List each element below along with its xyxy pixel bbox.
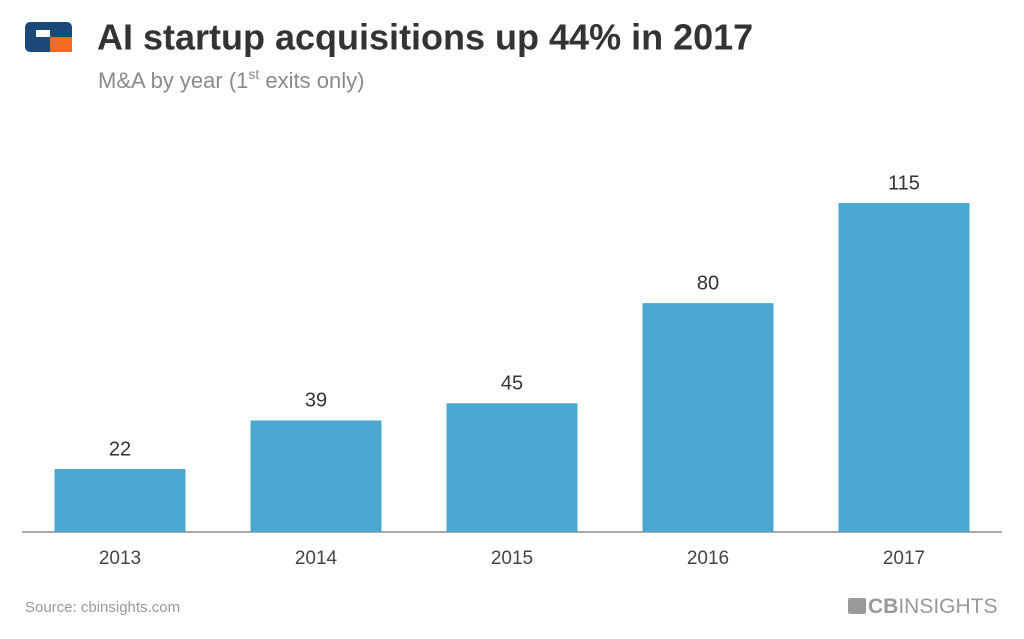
x-tick-label: 2016 xyxy=(687,548,729,569)
bar xyxy=(838,203,970,532)
x-tick-label: 2015 xyxy=(491,548,533,569)
value-label: 39 xyxy=(305,390,327,412)
brand-part: INSIGHTS xyxy=(898,595,997,618)
value-label: 22 xyxy=(109,438,131,460)
bar xyxy=(54,469,186,532)
brand: CBINSIGHTS xyxy=(868,595,998,618)
x-tick-label: 2014 xyxy=(295,548,338,569)
value-label: 80 xyxy=(697,272,719,294)
brand-part: CB xyxy=(868,595,898,618)
value-label: 115 xyxy=(888,172,920,194)
x-tick-label: 2017 xyxy=(883,548,925,569)
bar xyxy=(446,403,578,532)
source: Source: cbinsights.com xyxy=(25,599,180,616)
chart-title: AI startup acquisitions up 44% in 2017 xyxy=(97,17,753,58)
chart-subtitle: M&A by year (1st exits only) xyxy=(98,66,364,93)
value-label: 45 xyxy=(501,373,523,395)
subtitle-part: st xyxy=(248,66,259,82)
bar xyxy=(642,303,774,532)
x-tick-label: 2013 xyxy=(99,548,141,569)
brand-logo: CBINSIGHTS xyxy=(848,595,998,618)
logo-icon xyxy=(25,22,72,52)
subtitle-part: M&A by year (1 xyxy=(98,68,248,93)
subtitle-part: exits only) xyxy=(259,68,364,93)
bar xyxy=(250,420,382,532)
